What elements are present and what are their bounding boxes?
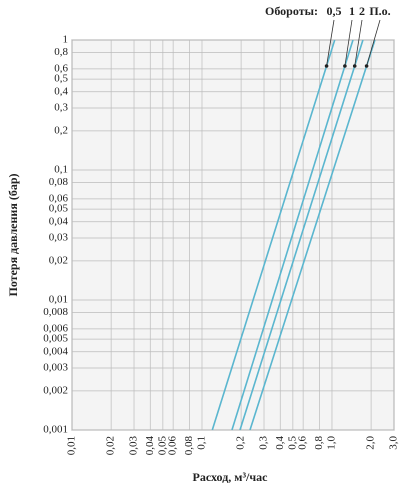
y-tick-label: 0,2: [54, 124, 68, 136]
x-tick-label: 2,0: [365, 436, 377, 450]
y-tick-label: 0,006: [43, 322, 68, 334]
x-tick-label: 0,01: [66, 436, 78, 455]
y-tick-label: 0,003: [43, 362, 68, 374]
x-tick-label: 0,08: [183, 436, 195, 456]
legend-label: 2: [359, 4, 365, 18]
y-tick-label: 0,06: [49, 192, 69, 204]
x-tick-label: 0,02: [105, 436, 117, 455]
x-tick-label: 0,4: [274, 436, 286, 450]
annotation-arrow: [344, 19, 353, 67]
legend-label: П.о.: [369, 4, 390, 18]
y-tick-label: 0,03: [49, 232, 69, 244]
y-tick-label: 0,8: [54, 46, 68, 58]
arrow-tip: [352, 64, 357, 68]
arrow-tip: [364, 64, 369, 68]
y-tick-label: 0,5: [54, 73, 68, 85]
arrow-tip: [343, 64, 347, 68]
series-line: [249, 39, 376, 431]
y-tick-label: 0,002: [43, 384, 68, 396]
plot-area: [71, 39, 395, 431]
x-tick-label: 0,6: [297, 436, 309, 450]
legend-label: 0,5: [327, 4, 342, 18]
y-tick-label: 0,008: [43, 306, 68, 318]
arrow-tip: [324, 64, 329, 68]
y-axis-title: Потеря давления (бар): [6, 173, 20, 296]
x-tick-label: 0,05: [156, 436, 168, 456]
series-line: [231, 39, 354, 431]
y-tick-label: 0,02: [49, 254, 68, 266]
x-tick-label: 1,0: [326, 436, 338, 450]
y-tick-label: 0,004: [43, 345, 68, 357]
x-tick-label: 0,3: [258, 436, 270, 450]
series-line: [211, 39, 336, 431]
y-tick-label: 0,04: [49, 215, 69, 227]
x-tick-label: 0,2: [235, 436, 247, 450]
x-tick-label: 0,06: [167, 436, 179, 456]
x-tick-label: 0,8: [313, 436, 325, 450]
legend-title: Обороты:: [265, 4, 318, 18]
x-tick-label: 0,5: [286, 436, 298, 450]
series-line: [239, 39, 364, 431]
x-tick-label: 0,1: [196, 436, 208, 450]
y-tick-label: 0,005: [43, 333, 68, 345]
legend-label: 1: [349, 4, 355, 18]
y-tick-label: 0,3: [54, 102, 68, 114]
y-tick-label: 0,001: [43, 424, 68, 436]
y-tick-label: 0,05: [49, 203, 69, 215]
annotation-arrow: [366, 19, 381, 67]
x-axis-title: Расход, м³/час: [193, 470, 269, 484]
y-tick-label: 0,4: [54, 85, 68, 97]
x-tick-label: 3,0: [388, 436, 400, 450]
y-tick-label: 0,01: [49, 294, 68, 306]
y-tick-label: 0,08: [49, 176, 69, 188]
x-tick-label: 0,03: [128, 436, 140, 456]
annotation-arrow: [354, 19, 363, 67]
y-tick-label: 0,1: [54, 164, 68, 176]
y-tick-label: 1: [63, 34, 69, 46]
x-tick-label: 0,04: [144, 436, 156, 456]
y-tick-label: 0,6: [54, 62, 68, 74]
annotation-arrow: [326, 19, 335, 67]
